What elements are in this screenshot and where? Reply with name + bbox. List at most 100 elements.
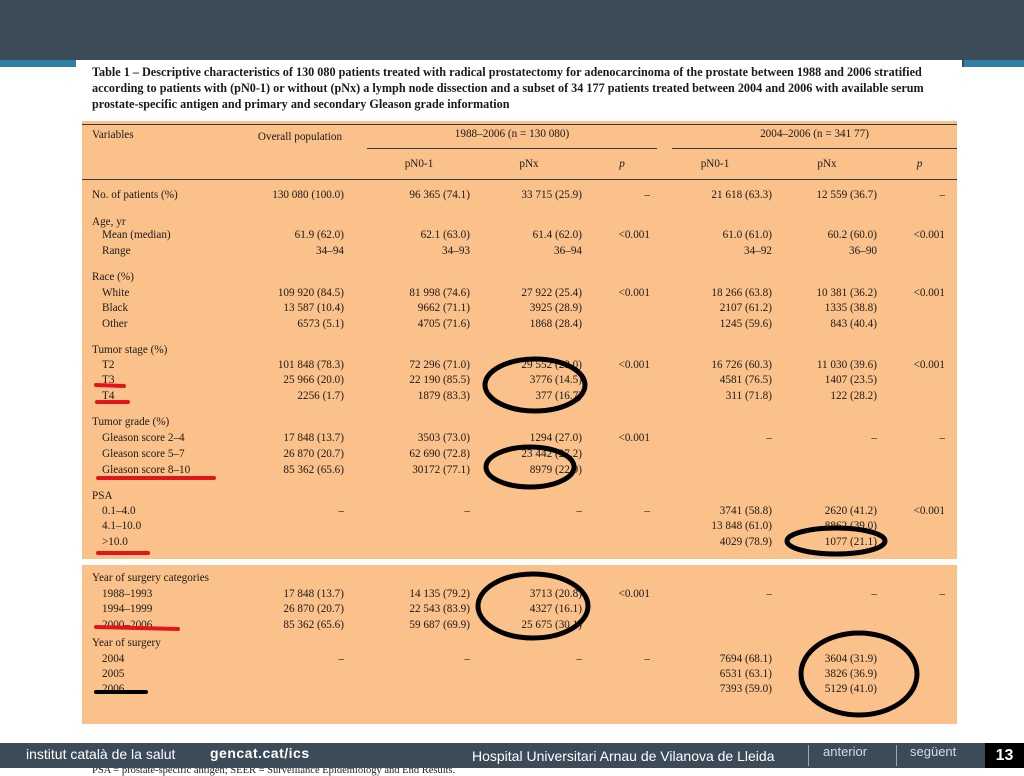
table-cell: 4327 (16.1)	[529, 603, 582, 615]
table-cell: –	[644, 653, 650, 665]
table-cell: 81 998 (74.6)	[409, 287, 470, 299]
table-cell: 25 966 (20.0)	[283, 374, 344, 386]
prev-slide-button[interactable]: anterior	[823, 744, 868, 759]
table-cell: 3776 (14.5)	[529, 374, 582, 386]
header-col-p-a: p	[619, 158, 625, 170]
table-cell: 36–94	[554, 245, 582, 257]
table-cell: 4581 (76.5)	[719, 374, 772, 386]
header-col-pnx-b: pNx	[817, 158, 837, 170]
table-cell: –	[939, 588, 945, 600]
row-label: T2	[102, 359, 115, 371]
table-cell: 13 587 (10.4)	[283, 302, 344, 314]
table-cell: 2256 (1.7)	[297, 390, 344, 402]
row-label: No. of patients (%)	[92, 189, 178, 201]
table-cell: 13 848 (61.0)	[711, 520, 772, 532]
table-top-rule	[82, 124, 957, 125]
row-label: 2006	[102, 683, 125, 695]
table-cell: <0.001	[618, 287, 650, 299]
table-cell: 2620 (41.2)	[824, 505, 877, 517]
table-cell: 11 030 (39.6)	[816, 359, 877, 371]
table-cell: 34–93	[442, 245, 470, 257]
table-cell: 4705 (71.6)	[417, 318, 470, 330]
table-cell: 33 715 (25.9)	[521, 189, 582, 201]
row-label: White	[102, 287, 130, 299]
table-cell: 311 (71.8)	[725, 390, 772, 402]
table-cell: <0.001	[618, 588, 650, 600]
table-cell: –	[338, 505, 344, 517]
table-cell: 2107 (61.2)	[719, 302, 772, 314]
row-label: >10.0	[102, 536, 128, 548]
table-cell: 18 266 (63.8)	[711, 287, 772, 299]
table-cell: 22 543 (83.9)	[409, 603, 470, 615]
table-cell: 26 870 (20.7)	[283, 448, 344, 460]
table-cell: 130 080 (100.0)	[272, 189, 344, 201]
row-label: 0.1–4.0	[102, 505, 136, 517]
table-cell: 34–92	[744, 245, 772, 257]
table-cell: –	[576, 505, 582, 517]
table-cell: 1868 (28.4)	[529, 318, 582, 330]
table-cell: 61.4 (62.0)	[532, 229, 582, 241]
table-cell: <0.001	[618, 359, 650, 371]
header-bottom-rule	[82, 179, 957, 180]
table-cell: 7393 (59.0)	[719, 683, 772, 695]
table-cell: 26 870 (20.7)	[283, 603, 344, 615]
row-label: 4.1–10.0	[102, 520, 142, 532]
row-label: Year of surgery	[92, 637, 161, 649]
table-cell: 36–90	[849, 245, 877, 257]
table-cell: –	[766, 432, 772, 444]
page-number: 13	[985, 743, 1024, 768]
table-cell: <0.001	[913, 229, 945, 241]
table-cell: 12 559 (36.7)	[816, 189, 877, 201]
period-1-rule	[367, 148, 657, 149]
footer-hospital: Hospital Universitari Arnau de Vilanova …	[472, 748, 775, 764]
table-cell: –	[871, 432, 877, 444]
table-cell: 61.0 (61.0)	[722, 229, 772, 241]
row-label: Gleason score 2–4	[102, 432, 185, 444]
top-banner	[0, 0, 1024, 67]
header-variables: Variables	[92, 129, 134, 141]
table-cell: 6573 (5.1)	[297, 318, 344, 330]
table-cell: 30172 (77.1)	[412, 464, 470, 476]
table-cell: –	[766, 588, 772, 600]
table-cell: 17 848 (13.7)	[283, 588, 344, 600]
table-cell: 10 381 (36.2)	[816, 287, 877, 299]
header-col-pn01-b: pN0-1	[700, 158, 730, 170]
table-cell: 14 135 (79.2)	[409, 588, 470, 600]
footer-separator	[896, 745, 897, 766]
table-cell: 1294 (27.0)	[529, 432, 582, 444]
table-cell: 843 (40.4)	[830, 318, 877, 330]
table-cell: 3826 (36.9)	[824, 668, 877, 680]
table-cell: 23 442 (27.2)	[521, 448, 582, 460]
row-label: 1988–1993	[102, 588, 153, 600]
table-cell: 17 848 (13.7)	[283, 432, 344, 444]
table-cell: 8979 (22.9)	[529, 464, 582, 476]
row-label: Year of surgery categories	[92, 572, 210, 584]
row-label: Range	[102, 245, 131, 257]
row-label: 2000–2006	[102, 619, 153, 631]
table-cell: 1407 (23.5)	[824, 374, 877, 386]
table-cell: <0.001	[618, 229, 650, 241]
table-cell: –	[644, 505, 650, 517]
header-period-2: 2004–2006 (n = 341 77)	[760, 128, 869, 140]
table-cell: 1335 (38.8)	[824, 302, 877, 314]
table-cell: 34–94	[316, 245, 344, 257]
table-cell: 16 726 (60.3)	[711, 359, 772, 371]
table-cell: 377 (16.7)	[535, 390, 582, 402]
header-period-1: 1988–2006 (n = 130 080)	[454, 128, 570, 140]
footer-bar: institut català de la salut gencat.cat/i…	[0, 743, 1024, 768]
table-cell: 122 (28.2)	[830, 390, 877, 402]
next-slide-button[interactable]: següent	[910, 744, 957, 759]
table-cell: 62.1 (63.0)	[420, 229, 470, 241]
period-2-rule	[672, 148, 957, 149]
row-label: Mean (median)	[102, 229, 171, 241]
table-cell: –	[871, 588, 877, 600]
table-cell: 3604 (31.9)	[824, 653, 877, 665]
table-cell: 3503 (73.0)	[417, 432, 470, 444]
data-table: Variables Overall population 1988–2006 (…	[82, 121, 957, 776]
header-col-pnx-a: pNx	[519, 158, 539, 170]
table-cell: 85 362 (65.6)	[283, 464, 344, 476]
row-label: Age, yr	[92, 216, 126, 228]
table-cell: 8862 (39.0)	[824, 520, 877, 532]
row-label: 2004	[102, 653, 125, 665]
footer-url-link[interactable]: gencat.cat/ics	[210, 745, 310, 761]
